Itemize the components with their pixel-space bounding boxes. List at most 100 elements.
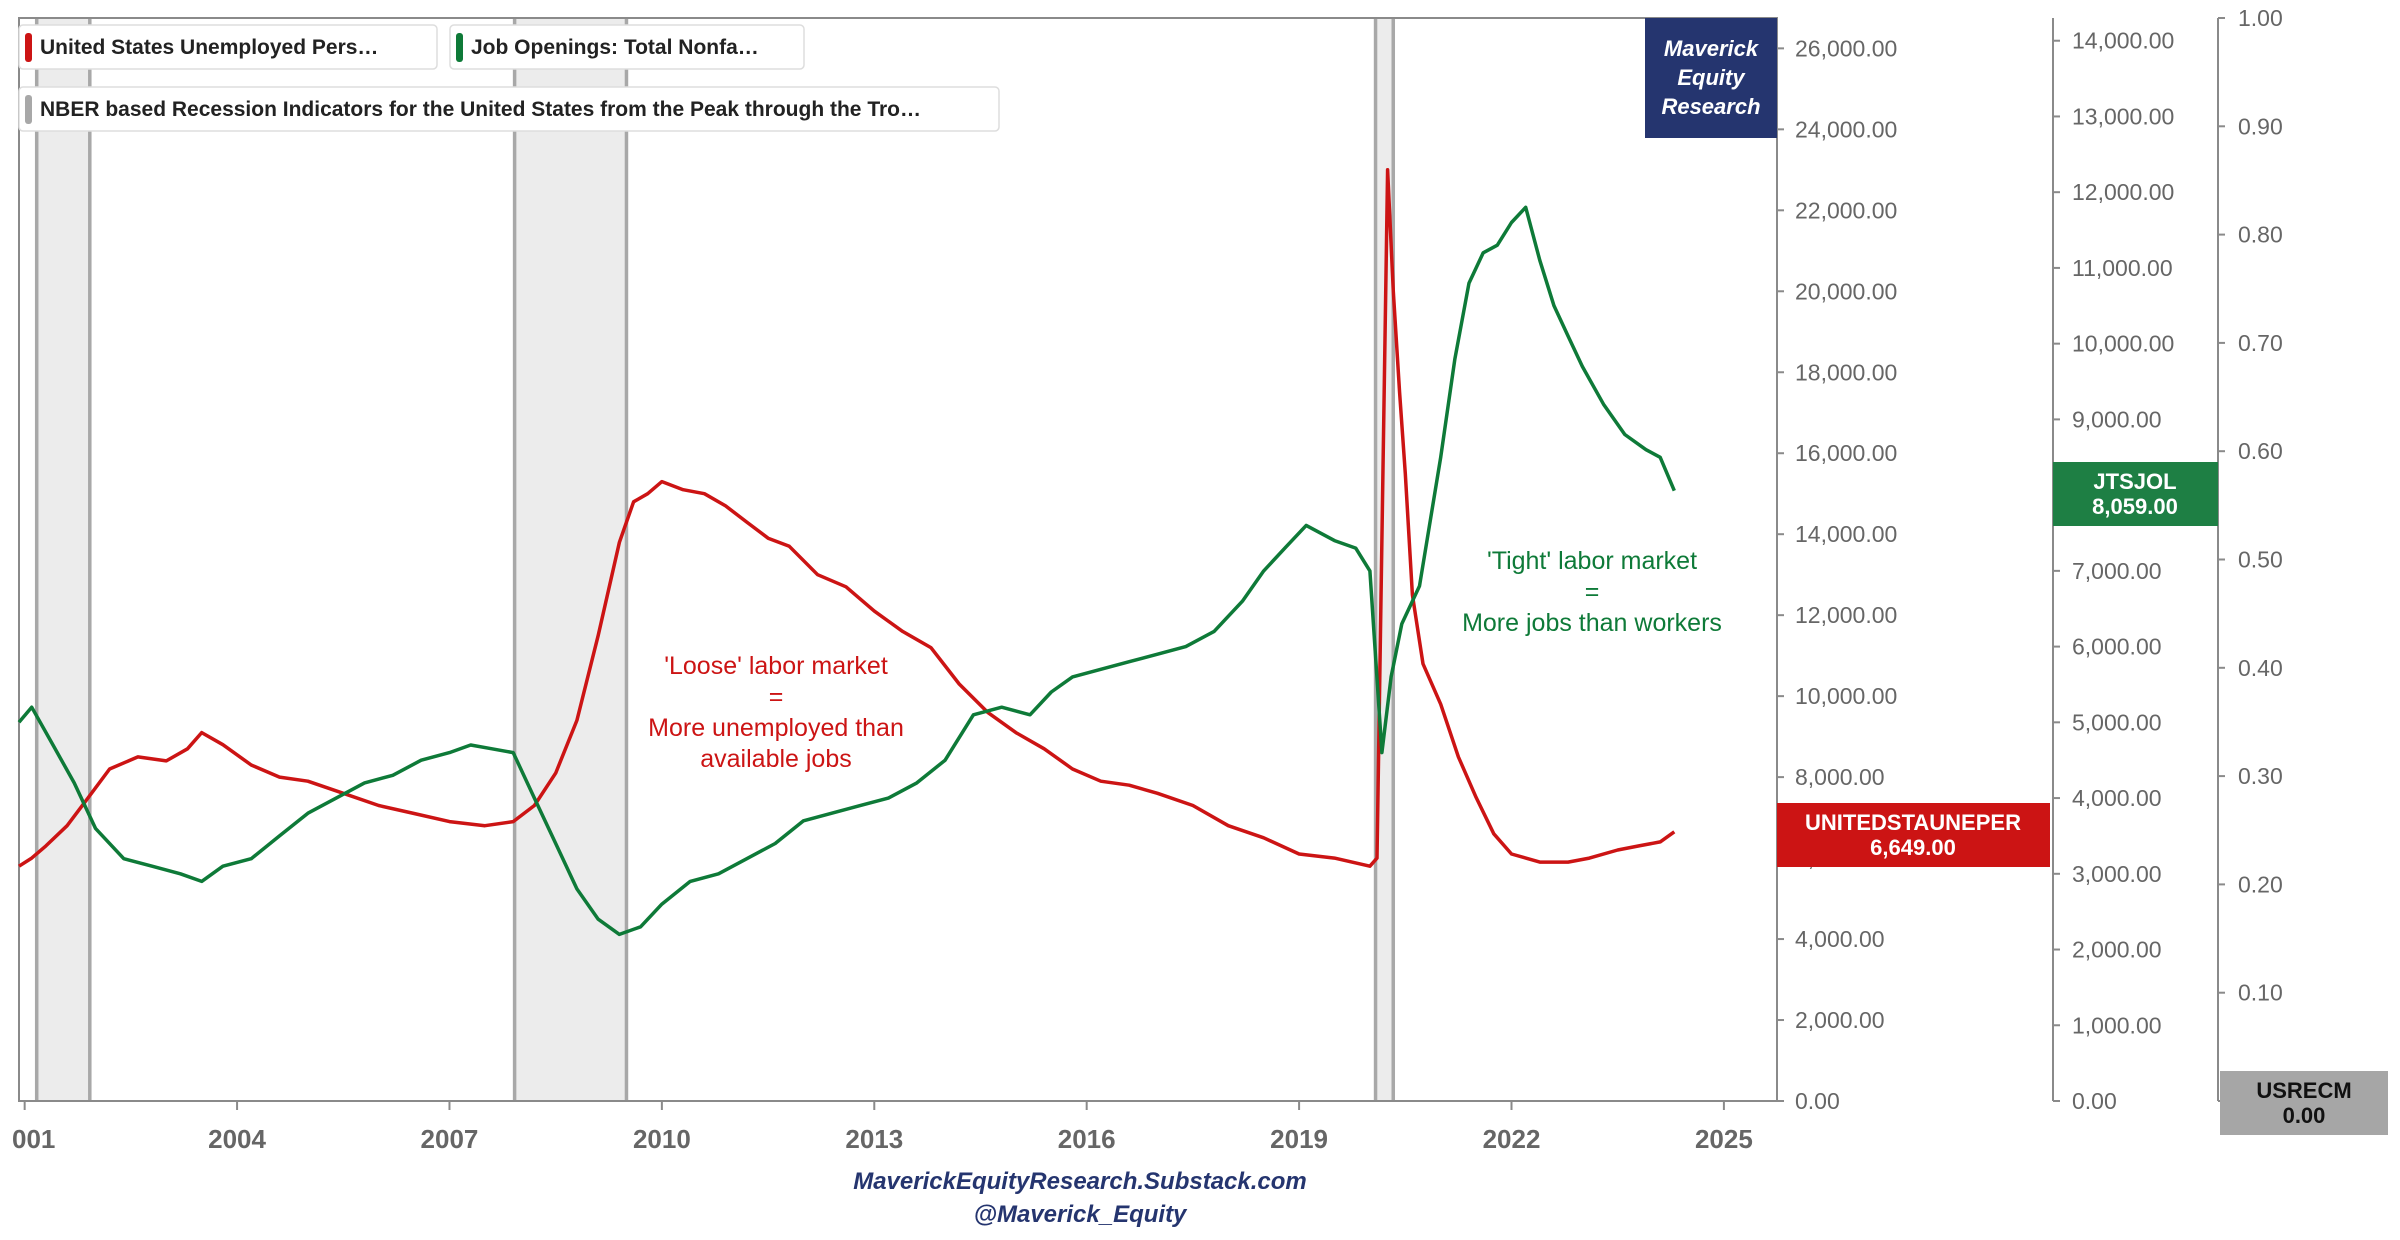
axis-recession-tick-label: 0.80 [2238, 222, 2283, 248]
axis-unemployed-tick-label: 22,000.00 [1795, 197, 1897, 223]
recession-bands [34, 18, 1396, 1101]
flag-openings-value: 8,059.00 [2092, 494, 2178, 519]
flag-recession-box [2220, 1071, 2388, 1135]
axis-openings-tick-label: 7,000.00 [2072, 558, 2162, 584]
flag-openings: JTSJOL 8,059.00 [2053, 462, 2218, 526]
legend-swatch-unemployed [25, 33, 32, 62]
series-openings-line [17, 205, 1676, 937]
flag-recession-value: 0.00 [2283, 1103, 2326, 1128]
x-axis-tick-label: 2025 [1695, 1124, 1753, 1154]
axis-openings-tick-label: 14,000.00 [2072, 28, 2174, 54]
legend-label-unemployed: United States Unemployed Pers… [40, 36, 378, 59]
axis-openings: 0.00 1,000.00 2,000.00 3,000.00 4,000.00 5,00… [2052, 18, 2174, 1114]
axis-openings-tick-label: 2,000.00 [2072, 937, 2162, 963]
axis-openings-tick-label: 13,000.00 [2072, 103, 2174, 129]
axis-openings-tick-label: 1,000.00 [2072, 1012, 2162, 1038]
legend-item-openings[interactable]: Job Openings: Total Nonfa… [449, 24, 805, 70]
brand-line-2: Equity [1677, 65, 1746, 90]
recession-band [36, 18, 90, 1101]
x-axis-tick-label: 2010 [633, 1124, 691, 1154]
axis-recession-tick-label: 0.70 [2238, 330, 2283, 356]
series-unemployed-line [18, 168, 1676, 868]
axis-openings-tick-label: 0.00 [2072, 1088, 2117, 1114]
axis-recession-tick-label: 1.00 [2238, 5, 2283, 31]
axis-openings-tick-label: 6,000.00 [2072, 634, 2162, 660]
axis-recession-tick-label: 0.10 [2238, 980, 2283, 1006]
axis-openings-tick-label: 11,000.00 [2072, 255, 2173, 281]
legend-box-openings [449, 24, 805, 70]
axis-openings-tick-label: 9,000.00 [2072, 406, 2162, 432]
footer-site[interactable]: MaverickEquityResearch.Substack.com [853, 1168, 1307, 1195]
flag-unemployed-box [1777, 803, 2050, 867]
annotation-loose-line-1: 'Loose' labor market [664, 652, 888, 680]
x-axis-tick-label: 2004 [208, 1124, 266, 1154]
x-axis-tick-label: 2022 [1483, 1124, 1541, 1154]
axis-recession-tick-label: 0.40 [2238, 655, 2283, 681]
annotation-loose-line-2: = [769, 683, 784, 711]
axis-unemployed-tick-label: 16,000.00 [1795, 440, 1897, 466]
axis-unemployed-tick-label: 24,000.00 [1795, 116, 1897, 142]
x-axis-tick-label: 2016 [1058, 1124, 1116, 1154]
axis-unemployed-tick-label: 2,000.00 [1795, 1007, 1885, 1033]
legend-swatch-openings [456, 33, 463, 62]
legend-label-openings: Job Openings: Total Nonfa… [471, 36, 759, 59]
series-lines [17, 168, 1676, 937]
flag-openings-name: JTSJOL [2093, 469, 2176, 494]
axis-recession: 0.000.100.200.300.400.500.600.700.800.90… [2217, 5, 2283, 1114]
legend-box-unemployed [18, 24, 438, 70]
axis-openings-tick-label: 12,000.00 [2072, 179, 2174, 205]
axis-recession-tick-label: 0.60 [2238, 438, 2283, 464]
brand-box [1645, 18, 1777, 138]
axis-unemployed-tick-label: 8,000.00 [1795, 764, 1885, 790]
annotation-loose-line-4: available jobs [700, 745, 852, 773]
brand-line-1: Maverick [1664, 36, 1760, 61]
legend-item-unemployed[interactable]: United States Unemployed Pers… [18, 24, 438, 70]
legend-item-recession[interactable]: NBER based Recession Indicators for the … [18, 86, 1000, 132]
axis-unemployed-tick-label: 4,000.00 [1795, 926, 1885, 952]
flag-openings-box [2053, 462, 2218, 526]
flag-unemployed: UNITEDSTAUNEPER 6,649.00 [1777, 803, 2050, 867]
axis-unemployed-tick-label: 10,000.00 [1795, 683, 1897, 709]
annotation-loose-line-3: More unemployed than [648, 714, 904, 742]
axis-unemployed: 0.002,000.004,000.006,000.008,000.0010,0… [1776, 18, 1897, 1114]
axis-unemployed-tick-label: 18,000.00 [1795, 359, 1897, 385]
axis-recession-tick-label: 0.90 [2238, 113, 2283, 139]
x-axis-tick-label: 2019 [1270, 1124, 1328, 1154]
x-axis: 001 2004 2007 2010 2013 2016 2019 2022 2025 [12, 1101, 1753, 1154]
axis-recession-tick-label: 0.20 [2238, 871, 2283, 897]
axis-unemployed-tick-label: 0.00 [1795, 1088, 1840, 1114]
axis-unemployed-tick-label: 26,000.00 [1795, 35, 1897, 61]
flag-unemployed-value: 6,649.00 [1870, 835, 1956, 860]
legend: United States Unemployed Pers… Job Openi… [18, 24, 1000, 132]
x-axis-tick-label: 2013 [845, 1124, 903, 1154]
x-axis-tick-label: 2007 [421, 1124, 479, 1154]
annotation-loose: 'Loose' labor market = More unemployed t… [648, 652, 904, 773]
legend-label-recession: NBER based Recession Indicators for the … [40, 98, 921, 121]
axis-recession-tick-label: 0.50 [2238, 547, 2283, 573]
legend-swatch-recession [25, 95, 32, 124]
axis-openings-tick-label: 5,000.00 [2072, 709, 2162, 735]
annotation-tight-line-1: 'Tight' labor market [1487, 547, 1697, 575]
axis-recession-tick-label: 0.30 [2238, 763, 2283, 789]
axis-openings-tick-label: 3,000.00 [2072, 861, 2162, 887]
brand-logo: Maverick Equity Research [1645, 18, 1777, 138]
recession-band [1375, 18, 1394, 1101]
annotation-tight-line-3: More jobs than workers [1462, 609, 1722, 637]
brand-line-3: Research [1661, 94, 1760, 119]
flag-recession: USRECM 0.00 [2220, 1071, 2388, 1135]
recession-band [514, 18, 627, 1101]
annotation-tight-line-2: = [1585, 578, 1600, 606]
axis-unemployed-tick-label: 20,000.00 [1795, 278, 1897, 304]
annotation-tight: 'Tight' labor market = More jobs than wo… [1462, 547, 1722, 637]
footer-handle: @Maverick_Equity [974, 1201, 1188, 1228]
axis-openings-tick-label: 10,000.00 [2072, 331, 2174, 357]
legend-box-recession [18, 86, 1000, 132]
x-axis-tick-label: 001 [12, 1124, 55, 1154]
axis-unemployed-tick-label: 12,000.00 [1795, 602, 1897, 628]
axis-openings-tick-label: 4,000.00 [2072, 785, 2162, 811]
flag-recession-name: USRECM [2256, 1078, 2351, 1103]
axis-unemployed-tick-label: 14,000.00 [1795, 521, 1897, 547]
flag-unemployed-name: UNITEDSTAUNEPER [1805, 810, 2021, 835]
